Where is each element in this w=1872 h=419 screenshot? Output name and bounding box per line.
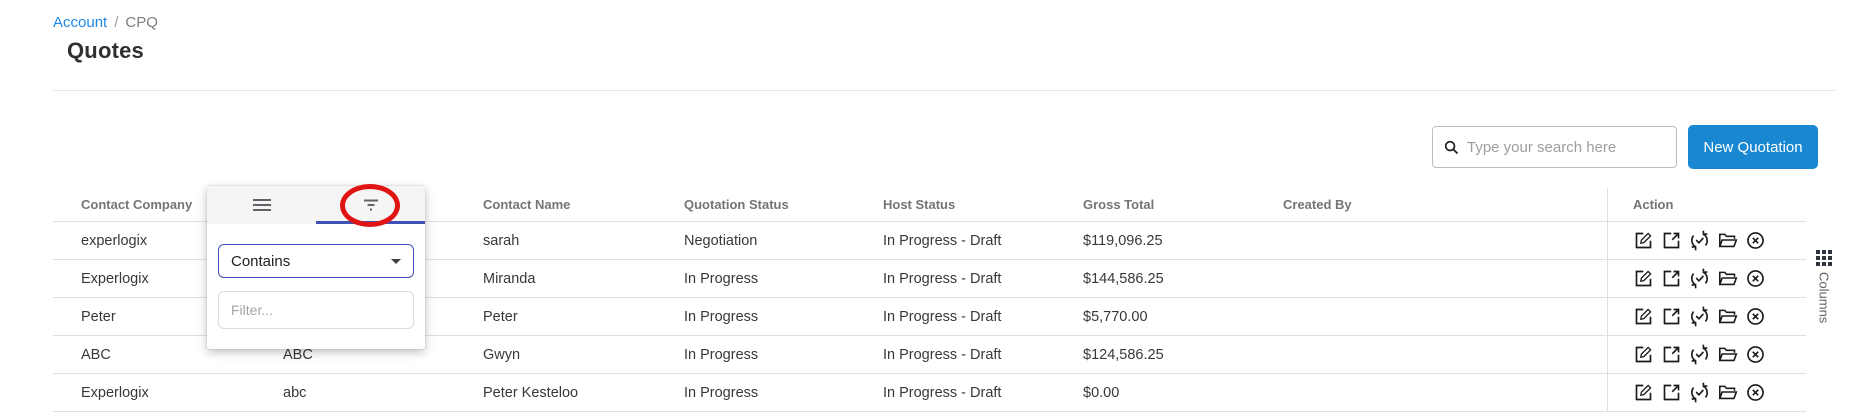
filter-popup-body: Contains	[207, 224, 425, 329]
cell-host-status: In Progress - Draft	[883, 308, 1002, 325]
filter-value-input[interactable]	[218, 291, 414, 329]
open-folder-icon[interactable]	[1717, 306, 1738, 327]
cell-gross-total: $124,586.25	[1083, 346, 1164, 363]
breadcrumb-separator: /	[114, 14, 119, 31]
tab-menu[interactable]	[207, 186, 316, 224]
edit-icon[interactable]	[1633, 382, 1654, 403]
cell-action	[1607, 298, 1806, 335]
cancel-icon[interactable]	[1745, 344, 1766, 365]
cell-hidden-column: ABC	[283, 346, 313, 363]
sync-icon[interactable]	[1689, 306, 1710, 327]
cell-quotation-status: In Progress	[684, 346, 759, 363]
cell-gross-total: $0.00	[1083, 384, 1120, 401]
cancel-icon[interactable]	[1745, 306, 1766, 327]
table-row: experlogix sarah Negotiation In Progress…	[53, 222, 1806, 260]
header-quotation-status[interactable]: Quotation Status	[684, 197, 789, 212]
cell-contact-name: sarah	[483, 232, 520, 249]
columns-label: Columns	[1816, 272, 1832, 324]
cell-quotation-status: In Progress	[684, 384, 759, 401]
sync-icon[interactable]	[1689, 268, 1710, 289]
cell-contact-name: Peter	[483, 308, 518, 325]
cell-action	[1607, 260, 1806, 297]
header-contact-name[interactable]: Contact Name	[483, 197, 571, 212]
cancel-icon[interactable]	[1745, 230, 1766, 251]
edit-icon[interactable]	[1633, 344, 1654, 365]
edit-icon[interactable]	[1633, 306, 1654, 327]
search-input[interactable]	[1467, 138, 1666, 156]
cell-action	[1607, 336, 1806, 373]
open-folder-icon[interactable]	[1717, 230, 1738, 251]
edit-icon[interactable]	[1633, 268, 1654, 289]
breadcrumb-cpq: CPQ	[125, 14, 158, 31]
sync-icon[interactable]	[1689, 344, 1710, 365]
cell-action	[1607, 222, 1806, 259]
cell-gross-total: $144,586.25	[1083, 270, 1164, 287]
cell-quotation-status: In Progress	[684, 270, 759, 287]
cancel-icon[interactable]	[1745, 268, 1766, 289]
search-box	[1432, 126, 1677, 168]
column-filter-popup: Contains	[207, 186, 425, 349]
edit-icon[interactable]	[1633, 230, 1654, 251]
breadcrumb-account-link[interactable]: Account	[53, 14, 108, 31]
table-row: Experlogix abc Peter Kesteloo In Progres…	[53, 374, 1806, 412]
cell-contact-name: Miranda	[483, 270, 536, 287]
cell-contact-company: Experlogix	[81, 270, 149, 287]
cell-gross-total: $119,096.25	[1083, 232, 1163, 249]
cell-contact-company: Peter	[81, 308, 116, 325]
hamburger-icon	[252, 197, 272, 213]
cell-quotation-status: In Progress	[684, 308, 759, 325]
sync-icon[interactable]	[1689, 382, 1710, 403]
breadcrumb: Account / CPQ	[53, 14, 158, 31]
title-divider	[53, 90, 1836, 91]
cell-contact-name: Peter Kesteloo	[483, 384, 579, 401]
new-quotation-button[interactable]: New Quotation	[1688, 125, 1818, 169]
open-in-new-icon[interactable]	[1661, 382, 1682, 403]
cell-host-status: In Progress - Draft	[883, 384, 1002, 401]
table-header-row: Contact Company Contact Name Quotation S…	[53, 188, 1806, 222]
cell-contact-company: experlogix	[81, 232, 148, 249]
table-row: Experlogix Miranda In Progress In Progre…	[53, 260, 1806, 298]
open-in-new-icon[interactable]	[1661, 230, 1682, 251]
filter-operator-select[interactable]: Contains	[218, 244, 414, 278]
header-created-by[interactable]: Created By	[1283, 197, 1352, 212]
open-in-new-icon[interactable]	[1661, 268, 1682, 289]
header-host-status[interactable]: Host Status	[883, 197, 956, 212]
grid-icon	[1816, 250, 1832, 266]
search-icon	[1443, 139, 1460, 156]
cell-host-status: In Progress - Draft	[883, 232, 1002, 249]
cell-contact-name: Gwyn	[483, 346, 521, 363]
cell-contact-company: Experlogix	[81, 384, 149, 401]
header-action: Action	[1607, 188, 1806, 221]
table-row: Peter Peter In Progress In Progress - Dr…	[53, 298, 1806, 336]
active-tab-indicator	[316, 221, 425, 224]
chevron-down-icon	[391, 258, 401, 264]
cell-hidden-column: abc	[283, 384, 307, 401]
cell-contact-company: ABC	[81, 346, 111, 363]
table-row: ABC ABC Gwyn In Progress In Progress - D…	[53, 336, 1806, 374]
header-gross-total[interactable]: Gross Total	[1083, 197, 1155, 212]
filter-operator-value: Contains	[231, 252, 291, 270]
cell-host-status: In Progress - Draft	[883, 270, 1002, 287]
cell-action	[1607, 374, 1806, 411]
cell-host-status: In Progress - Draft	[883, 346, 1002, 363]
open-in-new-icon[interactable]	[1661, 306, 1682, 327]
page-title: Quotes	[67, 38, 144, 63]
header-contact-company[interactable]: Contact Company	[81, 197, 193, 212]
cell-quotation-status: Negotiation	[684, 232, 758, 249]
open-folder-icon[interactable]	[1717, 382, 1738, 403]
open-folder-icon[interactable]	[1717, 268, 1738, 289]
quotes-table: Contact Company Contact Name Quotation S…	[53, 188, 1806, 412]
filter-funnel-icon	[362, 198, 380, 212]
table-body: experlogix sarah Negotiation In Progress…	[53, 222, 1806, 412]
tab-filter[interactable]	[316, 186, 425, 224]
open-in-new-icon[interactable]	[1661, 344, 1682, 365]
sync-icon[interactable]	[1689, 230, 1710, 251]
open-folder-icon[interactable]	[1717, 344, 1738, 365]
filter-popup-tabs	[207, 186, 425, 224]
cancel-icon[interactable]	[1745, 382, 1766, 403]
cell-gross-total: $5,770.00	[1083, 308, 1148, 325]
columns-panel-toggle[interactable]: Columns	[1806, 250, 1842, 323]
